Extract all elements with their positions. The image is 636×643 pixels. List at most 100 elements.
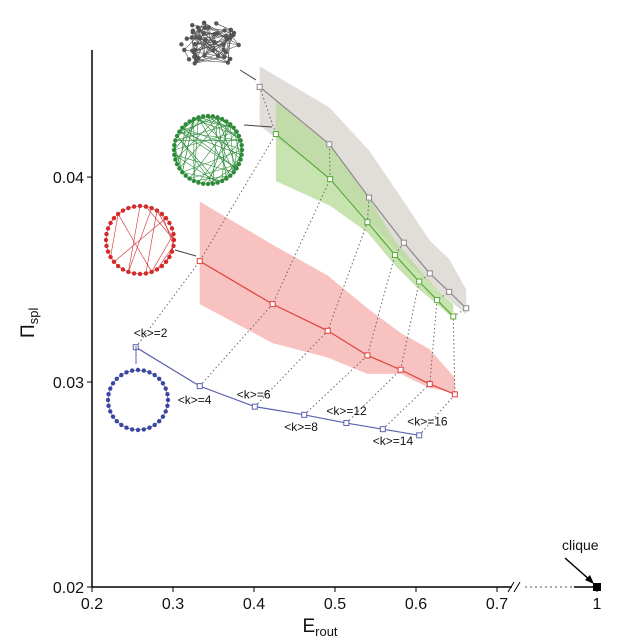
network-node bbox=[149, 206, 153, 210]
network-node bbox=[172, 238, 176, 242]
network-node bbox=[142, 368, 146, 372]
x-tick-label: 0.4 bbox=[243, 596, 265, 613]
point bbox=[197, 259, 202, 264]
network-node bbox=[111, 414, 115, 418]
network-node bbox=[234, 129, 238, 133]
network-node bbox=[192, 50, 196, 54]
network-node bbox=[216, 54, 220, 58]
point bbox=[367, 195, 372, 200]
network-node bbox=[106, 392, 110, 396]
network-edge bbox=[111, 214, 119, 257]
network-node bbox=[130, 368, 134, 372]
network-node bbox=[165, 404, 169, 408]
network-node bbox=[149, 270, 153, 274]
x-tick-label: 0.2 bbox=[81, 596, 103, 613]
network-node bbox=[237, 134, 241, 138]
network-node bbox=[126, 206, 130, 210]
network-node bbox=[206, 182, 210, 186]
network-node bbox=[155, 208, 159, 212]
point-label: <k>=12 bbox=[326, 404, 367, 418]
network-node bbox=[170, 249, 174, 253]
network-node bbox=[160, 264, 164, 268]
network-node bbox=[173, 138, 177, 142]
network-node bbox=[147, 426, 151, 430]
network-node bbox=[202, 31, 206, 35]
network-node bbox=[202, 53, 206, 57]
point bbox=[270, 302, 275, 307]
network-node bbox=[224, 119, 228, 123]
x-tick-label: 0.6 bbox=[405, 596, 427, 613]
network-node bbox=[164, 386, 168, 390]
network-node bbox=[192, 179, 196, 183]
network-node bbox=[203, 25, 207, 29]
network-edge bbox=[166, 246, 173, 262]
point-label: <k>=16 bbox=[407, 414, 448, 428]
network-node bbox=[164, 260, 168, 264]
point bbox=[401, 240, 406, 245]
network-node bbox=[240, 148, 244, 152]
network-node bbox=[196, 115, 200, 119]
network-node bbox=[220, 179, 224, 183]
network-node bbox=[224, 176, 228, 180]
point-label: <k>=2 bbox=[134, 326, 168, 340]
y-tick-label: 0.02 bbox=[53, 580, 84, 597]
network-node bbox=[177, 166, 181, 170]
network-node bbox=[136, 368, 140, 372]
network-node bbox=[202, 21, 206, 25]
network-node bbox=[106, 404, 110, 408]
network-node bbox=[106, 249, 110, 253]
network-node bbox=[130, 427, 134, 431]
y-label-main: Π bbox=[18, 324, 39, 338]
network-node bbox=[175, 162, 179, 166]
network-node bbox=[191, 30, 195, 34]
network-node bbox=[164, 409, 168, 413]
network-node bbox=[196, 56, 200, 60]
network-node bbox=[211, 48, 215, 52]
point bbox=[451, 314, 456, 319]
network-node bbox=[228, 122, 232, 126]
network-node bbox=[144, 204, 148, 208]
point bbox=[328, 177, 333, 182]
point-label: <k>=8 bbox=[284, 420, 318, 434]
network-node bbox=[106, 226, 110, 230]
network-node bbox=[104, 232, 108, 236]
y-tick-label: 0.03 bbox=[53, 375, 84, 392]
network-node bbox=[238, 157, 242, 161]
network-node bbox=[198, 36, 202, 40]
network-node bbox=[147, 370, 151, 374]
network-node bbox=[104, 238, 108, 242]
network-node bbox=[167, 255, 171, 259]
network-node bbox=[116, 212, 120, 216]
network-node bbox=[201, 114, 205, 118]
network-node bbox=[173, 157, 177, 161]
network-node bbox=[231, 126, 235, 130]
clique-arrow bbox=[565, 558, 591, 581]
network-node bbox=[104, 244, 108, 248]
network-node bbox=[182, 48, 186, 52]
network-node bbox=[164, 216, 168, 220]
network-node bbox=[190, 23, 194, 27]
network-node bbox=[108, 255, 112, 259]
network-node bbox=[172, 143, 176, 147]
network-node bbox=[157, 377, 161, 381]
network-node bbox=[220, 117, 224, 121]
network-node bbox=[215, 31, 219, 35]
network-node bbox=[112, 260, 116, 264]
network-node bbox=[214, 21, 218, 25]
network-node bbox=[177, 129, 181, 133]
clique-label: clique bbox=[562, 537, 599, 553]
network-node bbox=[180, 126, 184, 130]
network-node bbox=[160, 212, 164, 216]
point bbox=[427, 271, 432, 276]
network-node bbox=[222, 28, 226, 32]
break-mark bbox=[514, 582, 520, 592]
network-node bbox=[193, 42, 197, 46]
point bbox=[435, 298, 440, 303]
network-node bbox=[179, 42, 183, 46]
network-edge bbox=[157, 211, 174, 240]
y-axis-label: Πspl bbox=[18, 308, 41, 338]
x-tick-label: 0.5 bbox=[324, 596, 346, 613]
network-node bbox=[185, 36, 189, 40]
network-node bbox=[212, 40, 216, 44]
point bbox=[392, 252, 397, 257]
